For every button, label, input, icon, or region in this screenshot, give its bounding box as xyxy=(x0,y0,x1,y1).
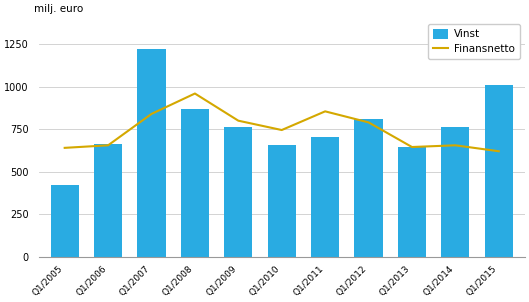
Bar xyxy=(398,147,426,256)
Text: milj. euro: milj. euro xyxy=(34,4,83,14)
Bar xyxy=(311,137,339,256)
Bar xyxy=(354,119,382,256)
Bar xyxy=(138,50,166,256)
Bar xyxy=(485,85,513,256)
Bar xyxy=(94,144,122,256)
Bar xyxy=(181,109,209,256)
Bar xyxy=(268,145,296,256)
Bar xyxy=(224,127,252,256)
Legend: Vinst, Finansnetto: Vinst, Finansnetto xyxy=(427,24,519,59)
Bar xyxy=(51,185,79,256)
Bar xyxy=(441,127,469,256)
